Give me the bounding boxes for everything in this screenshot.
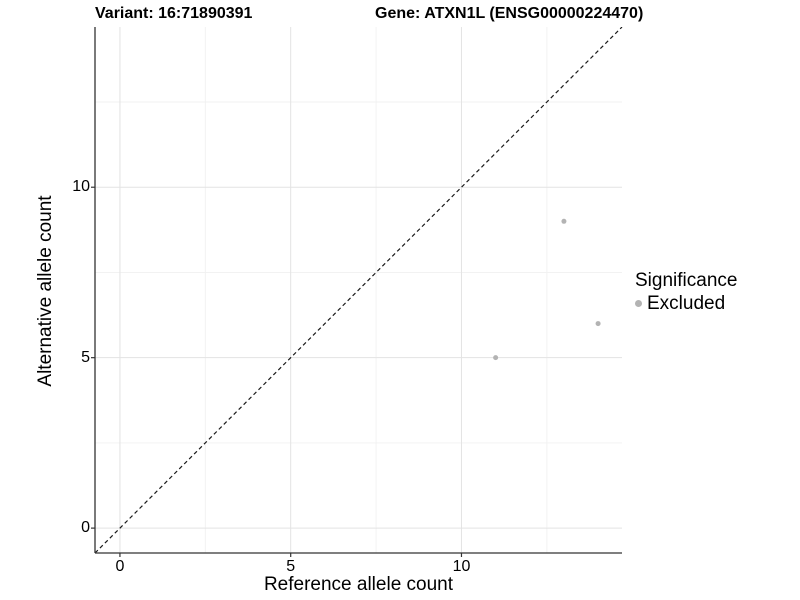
legend-entry-excluded: Excluded bbox=[635, 293, 737, 314]
x-tick-label: 0 bbox=[115, 558, 125, 575]
x-tick-label: 10 bbox=[452, 558, 471, 575]
data-point bbox=[595, 321, 601, 327]
y-axis-title: Alternative allele count bbox=[35, 195, 56, 387]
y-tick-label: 5 bbox=[81, 348, 90, 366]
legend-entry-label: Excluded bbox=[647, 293, 726, 314]
plot-panel bbox=[91, 27, 623, 557]
legend: Significance Excluded bbox=[635, 270, 737, 314]
data-point bbox=[561, 218, 567, 224]
x-axis-title: Reference allele count bbox=[263, 574, 454, 595]
x-tick-label: 5 bbox=[286, 558, 296, 575]
legend-title: Significance bbox=[635, 270, 738, 291]
y-tick-label: 0 bbox=[81, 519, 90, 537]
plot-title-variant: Variant: 16:71890391 bbox=[95, 5, 253, 22]
plot-title-gene: Gene: ATXN1L (ENSG00000224470) bbox=[375, 5, 644, 22]
data-point bbox=[493, 355, 499, 361]
y-tick-label: 10 bbox=[72, 178, 90, 196]
identity-line bbox=[94, 27, 623, 554]
excluded-point-icon bbox=[635, 300, 642, 307]
